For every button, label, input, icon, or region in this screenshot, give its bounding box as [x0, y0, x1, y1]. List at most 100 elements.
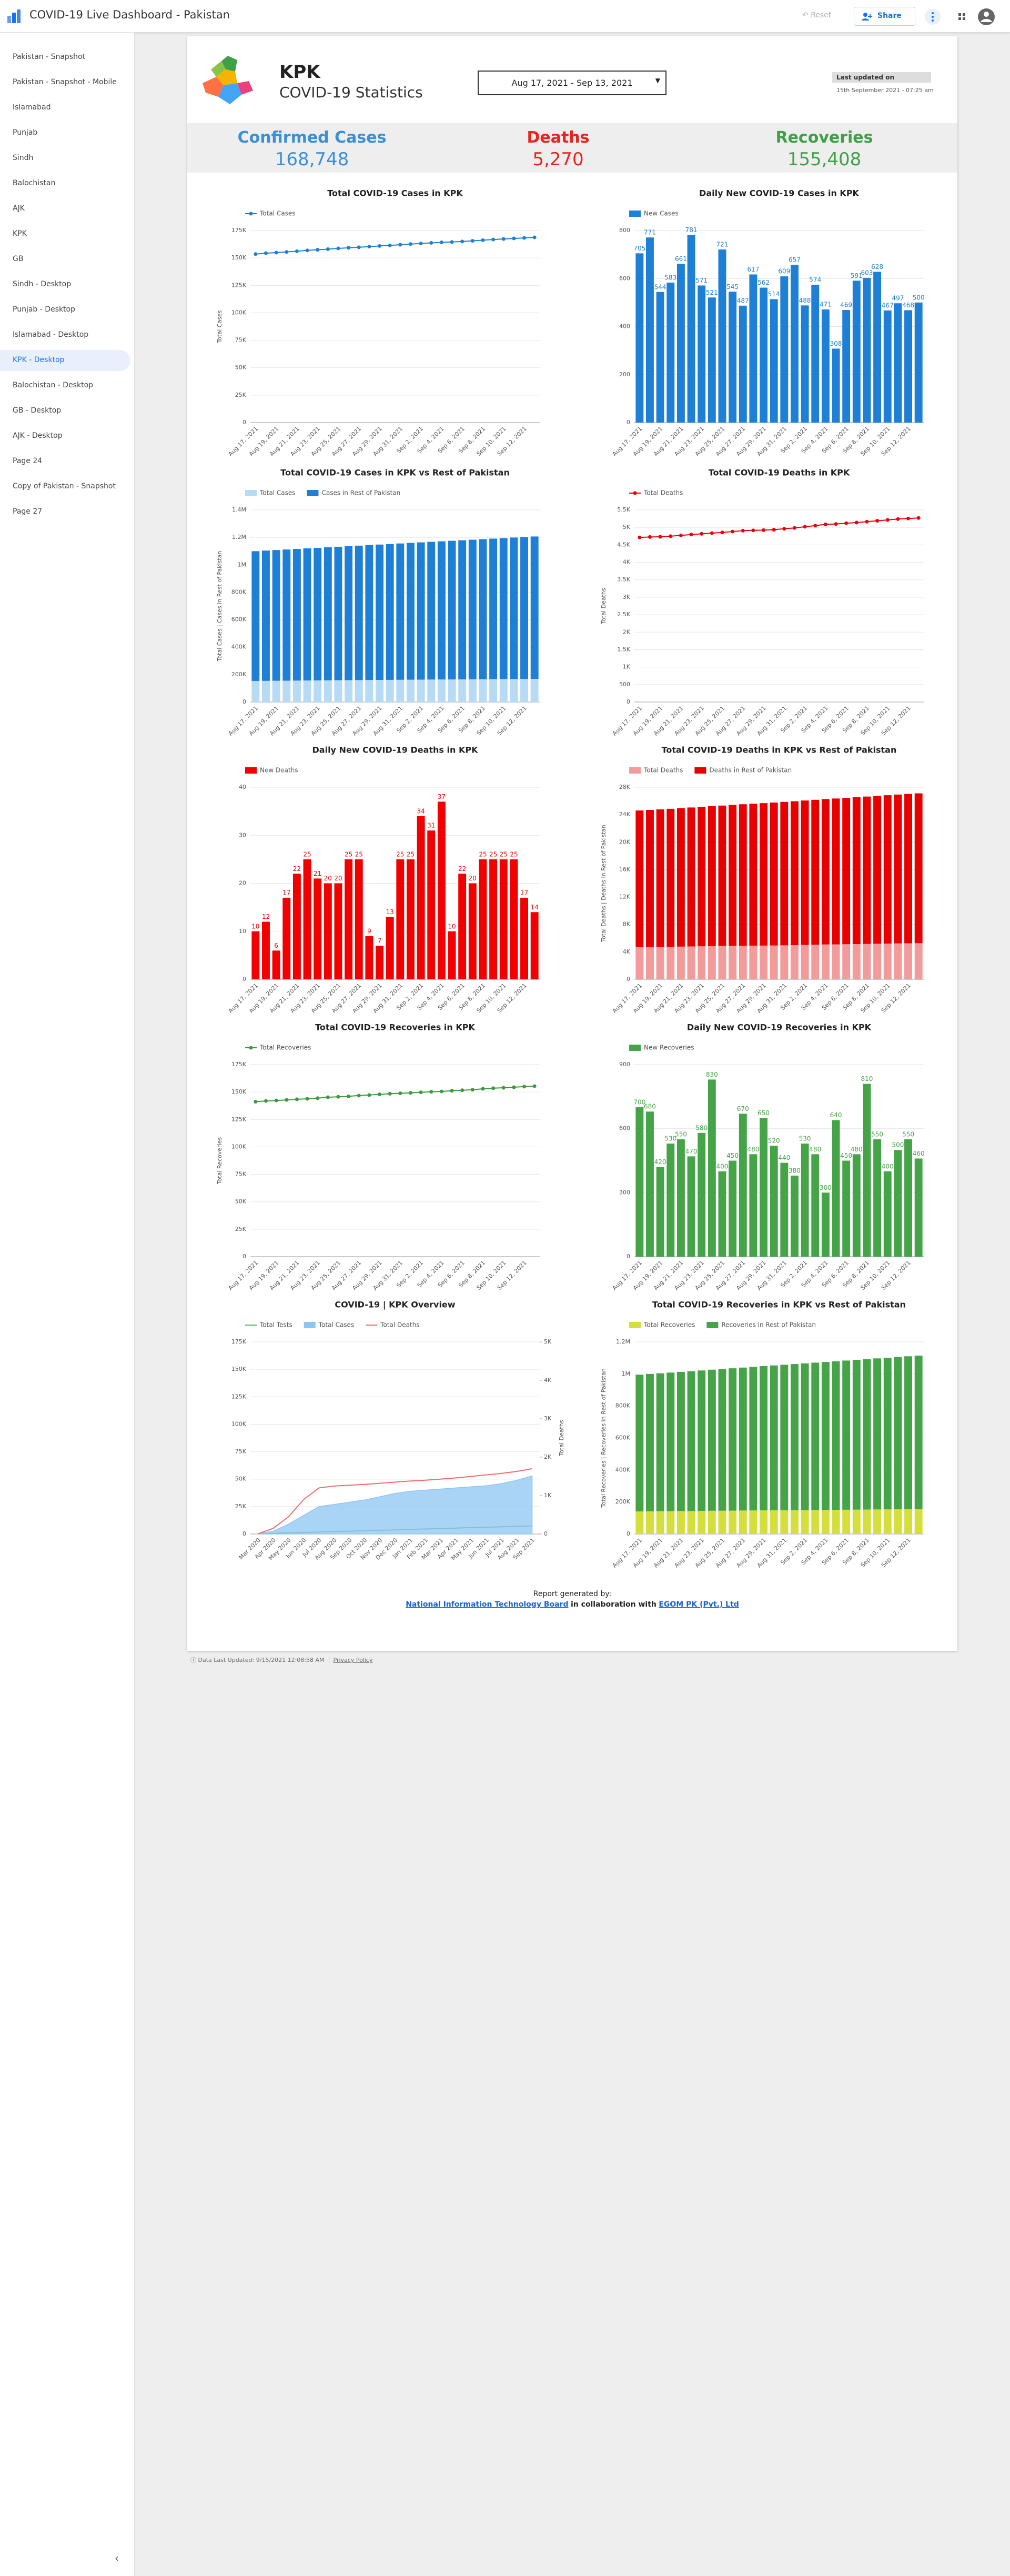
nav-item[interactable]: KPK - Desktop [0, 350, 130, 371]
data-label: 470 [685, 1148, 698, 1155]
y-tick-label: 1M [238, 561, 247, 568]
point [813, 524, 817, 528]
nav-item[interactable]: Punjab - Desktop [13, 305, 75, 314]
bar [646, 237, 654, 423]
nav-item[interactable]: GB [13, 255, 24, 263]
legend-label: Total Cases [318, 1321, 354, 1329]
y-tick-label: 900 [619, 1061, 630, 1068]
bar-segment [770, 1510, 778, 1534]
bar-segment [530, 536, 539, 679]
bar-segment [780, 945, 789, 979]
date-range: Aug 17, 2021 - Sep 13, 2021 [511, 78, 633, 88]
nav-item[interactable]: Islamabad [13, 103, 51, 112]
bar-segment [770, 945, 778, 979]
nav-item[interactable]: GB - Desktop [13, 406, 62, 415]
bar [760, 287, 767, 423]
privacy-link[interactable]: Privacy Policy [328, 1657, 373, 1663]
data-label: 574 [809, 276, 821, 284]
org-link[interactable]: National Information Technology Board [406, 1600, 569, 1609]
bar [832, 348, 840, 423]
nav-item[interactable]: Sindh [13, 154, 34, 162]
nav-item[interactable]: Page 27 [13, 507, 43, 516]
share-button[interactable]: Share [854, 7, 915, 26]
nav-item[interactable]: Sindh - Desktop [13, 280, 72, 288]
point [782, 527, 786, 531]
nav-item[interactable]: Page 24 [13, 457, 43, 465]
bar-segment [292, 680, 301, 702]
y-tick-label: 150K [231, 254, 247, 261]
nav-item[interactable]: Pakistan - Snapshot [13, 53, 86, 61]
data-label: 591 [851, 272, 863, 279]
nav-item[interactable]: Balochistan - Desktop [13, 381, 94, 389]
y-tick-label: 125K [231, 1116, 247, 1122]
bar [499, 859, 508, 979]
bar [386, 917, 394, 979]
share-label: Share [877, 12, 902, 20]
credits-line: Report generated by: [533, 1590, 612, 1598]
y-tick-label: 4.5K [617, 541, 630, 548]
bar-segment [646, 947, 654, 979]
bar-segment [842, 1360, 851, 1510]
nav-item[interactable]: Balochistan [13, 179, 56, 187]
y-tick-label: 12K [619, 894, 631, 900]
date-range-picker[interactable]: Aug 17, 2021 - Sep 13, 2021 ▼ [478, 71, 666, 95]
chart-title: Daily New COVID-19 Recoveries in KPK [687, 1023, 872, 1033]
kpi-label: Recoveries [775, 128, 873, 147]
point [264, 1099, 268, 1103]
nav-item[interactable]: Copy of Pakistan - Snapshot [13, 482, 116, 490]
chart-title: Total COVID-19 Recoveries in KPK [315, 1023, 475, 1033]
point [700, 532, 704, 536]
bar-segment [791, 1364, 799, 1510]
bar-segment [749, 804, 758, 946]
nav-item[interactable]: AJK - Desktop [13, 432, 63, 440]
bar-segment [355, 680, 363, 702]
bar-segment [760, 1366, 767, 1511]
bar-segment [883, 795, 892, 944]
nav-item[interactable]: AJK [13, 204, 25, 213]
nav-item[interactable]: KPK [13, 229, 27, 238]
bar [821, 309, 830, 423]
nav-item[interactable]: Pakistan - Snapshot - Mobile [13, 78, 117, 86]
bar-segment [708, 946, 716, 979]
point [388, 243, 392, 247]
y-tick-label: 400K [615, 1466, 631, 1473]
bar-segment [914, 1355, 923, 1509]
last-updated: 15th September 2021 - 07:25 am [836, 87, 934, 94]
y-tick-label: 8K [623, 921, 631, 928]
bar-segment [873, 796, 882, 944]
data-label: 25 [510, 850, 518, 858]
partner-link[interactable]: EGOM PK (Pvt.) Ltd [659, 1600, 739, 1609]
data-updated: Data Last Updated: 9/15/2021 12:08:58 AM [198, 1657, 325, 1663]
data-label: 31 [427, 822, 435, 829]
data-label: 22 [458, 865, 466, 873]
data-label: 37 [438, 793, 446, 800]
chart-title: COVID-19 | KPK Overview [335, 1300, 455, 1310]
bar-segment [687, 946, 695, 979]
bar-segment [324, 680, 332, 702]
bar [739, 1114, 747, 1257]
point [367, 245, 371, 249]
collapse-button[interactable]: ‹ [115, 2552, 119, 2564]
bar-segment [687, 1371, 695, 1511]
bar-segment [324, 547, 332, 680]
data-label: 300 [820, 1184, 832, 1191]
bar-segment [801, 800, 809, 945]
bar-segment [811, 945, 820, 979]
bar-segment [355, 545, 363, 680]
nav-item[interactable]: Punjab [13, 128, 38, 137]
legend-label: Total Deaths [643, 767, 683, 774]
data-label: 628 [871, 263, 883, 270]
point [305, 1097, 309, 1101]
bar-segment [739, 1367, 747, 1511]
point [367, 1093, 371, 1097]
y-tick-label: 175K [231, 1061, 247, 1068]
y-tick-label: 5.5K [617, 506, 630, 513]
toolbar-icons[interactable] [925, 7, 1004, 26]
reset-button[interactable]: ↶ Reset [802, 11, 832, 19]
y-tick-label: 1.2M [232, 534, 246, 540]
y-tick-label: 0 [627, 419, 630, 426]
point [460, 239, 464, 244]
nav-item[interactable]: Islamabad - Desktop [13, 330, 89, 339]
bar [510, 859, 518, 979]
